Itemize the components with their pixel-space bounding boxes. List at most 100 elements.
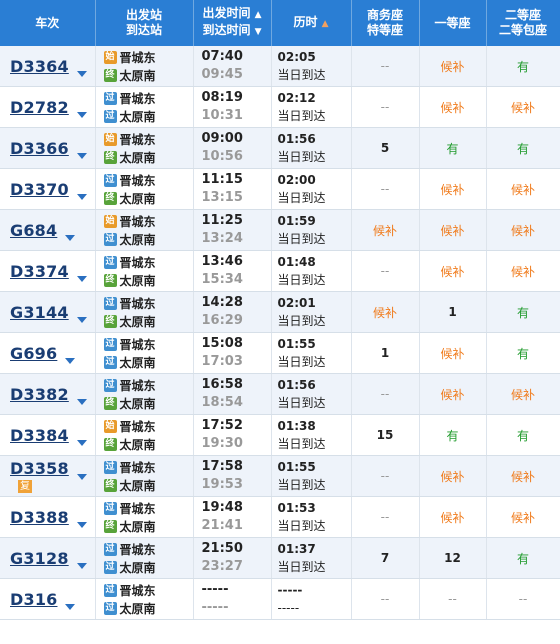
chevron-down-icon[interactable] (76, 153, 87, 159)
duration: 01:59 (277, 214, 316, 228)
chevron-down-icon[interactable] (76, 276, 87, 282)
first-class-seat[interactable]: 候补 (419, 496, 487, 538)
chevron-down-icon[interactable] (65, 235, 76, 241)
train-number-link[interactable]: G696 (10, 343, 58, 363)
chevron-down-icon[interactable] (76, 194, 87, 200)
first-class-seat: 有 (419, 414, 487, 456)
start-station-icon: 始 (103, 419, 117, 433)
table-row: D3388 过晋城东终太原南 19:48 21:41 01:53 当日到达 -- 候补 候补 (0, 496, 560, 538)
business-seat: -- (351, 455, 420, 497)
to-station: 太原南 (119, 396, 156, 411)
pass-station-icon: 过 (103, 583, 117, 597)
duration-cell: 01:55 当日到达 (271, 455, 352, 497)
first-class-seat[interactable]: 候补 (419, 209, 487, 251)
pass-station-icon: 过 (103, 460, 117, 474)
duration: 01:56 (277, 378, 316, 392)
train-number-link[interactable]: D3370 (10, 179, 69, 199)
duration: 01:55 (277, 337, 316, 351)
second-class-seat[interactable]: 候补 (486, 86, 560, 128)
chevron-down-icon[interactable] (76, 473, 87, 480)
chevron-down-icon[interactable] (65, 358, 76, 364)
second-class-seat[interactable]: 候补 (486, 373, 560, 415)
from-station: 晋城东 (119, 296, 156, 311)
chevron-down-icon[interactable] (76, 522, 87, 528)
chevron-down-icon[interactable] (76, 563, 87, 569)
time-cell: ----- ----- (193, 578, 272, 620)
first-class-seat[interactable]: 候补 (419, 46, 487, 87)
business-seat[interactable]: 候补 (351, 291, 420, 333)
train-number-link[interactable]: D3366 (10, 138, 69, 158)
arrival-day: 当日到达 (277, 560, 326, 574)
start-station-icon: 始 (103, 214, 117, 228)
header-duration-sort[interactable]: 历时 ▲ (271, 0, 352, 46)
from-station: 晋城东 (119, 214, 156, 229)
train-number-link[interactable]: G3144 (10, 302, 69, 322)
train-number-link[interactable]: D3364 (10, 56, 69, 76)
second-class-seat: 有 (486, 46, 560, 87)
business-seat: 15 (351, 414, 420, 456)
train-cell: D3364 (0, 46, 96, 87)
second-class-seat: 有 (486, 537, 560, 579)
arrival-day: 当日到达 (277, 150, 326, 164)
departure-time: 13:46 (201, 254, 243, 269)
duration-cell: 02:01 当日到达 (271, 291, 352, 333)
train-number-link[interactable]: D3382 (10, 384, 69, 404)
train-number-link[interactable]: D2782 (10, 97, 69, 117)
arrival-day: 当日到达 (277, 437, 326, 451)
chevron-down-icon[interactable] (76, 112, 87, 118)
to-station: 太原南 (119, 150, 156, 165)
chevron-down-icon[interactable] (76, 440, 87, 446)
second-class-seat[interactable]: 候补 (486, 455, 560, 497)
start-station-icon: 始 (103, 50, 117, 64)
sort-up-icon: ▲ (321, 18, 329, 29)
first-class-seat[interactable]: 候补 (419, 168, 487, 210)
header-times-sort[interactable]: 出发时间 ▲ 到达时间 ▼ (193, 0, 272, 46)
first-class-seat[interactable]: 候补 (419, 373, 487, 415)
train-cell: G3128 (0, 537, 96, 579)
time-cell: 16:58 18:54 (193, 373, 272, 415)
train-number-link[interactable]: G3128 (10, 548, 69, 568)
departure-time: 16:58 (201, 377, 243, 392)
chevron-down-icon[interactable] (76, 317, 87, 323)
table-row: D316 过晋城东过太原南 ----- ----- ----- ----- -- -- -- (0, 578, 560, 620)
second-class-seat[interactable]: 候补 (486, 209, 560, 251)
terminal-station-icon: 终 (103, 191, 117, 205)
second-class-seat: 有 (486, 414, 560, 456)
second-class-seat[interactable]: 候补 (486, 496, 560, 538)
table-row: D3374 过晋城东终太原南 13:46 15:34 01:48 当日到达 -- 候补 候补 (0, 250, 560, 292)
train-cell: D316 (0, 578, 96, 620)
station-cell: 过晋城东终太原南 (95, 291, 194, 333)
chevron-down-icon[interactable] (65, 604, 76, 610)
second-class-seat[interactable]: 候补 (486, 168, 560, 210)
business-seat: 7 (351, 537, 420, 579)
train-number-link[interactable]: D3374 (10, 261, 69, 281)
to-station: 太原南 (119, 560, 156, 575)
table-row: D3382 过晋城东终太原南 16:58 18:54 01:56 当日到达 -- 候补 候补 (0, 373, 560, 415)
station-cell: 始晋城东终太原南 (95, 127, 194, 169)
first-class-seat[interactable]: 候补 (419, 332, 487, 374)
train-number-link[interactable]: D3388 (10, 507, 69, 527)
first-class-seat[interactable]: 候补 (419, 250, 487, 292)
train-number-link[interactable]: D3384 (10, 425, 69, 445)
duration-cell: ----- ----- (271, 578, 352, 620)
second-class-seat[interactable]: 候补 (486, 250, 560, 292)
business-seat: 1 (351, 332, 420, 374)
first-class-seat[interactable]: 候补 (419, 455, 487, 497)
start-station-icon: 始 (103, 132, 117, 146)
train-number-link[interactable]: G684 (10, 220, 58, 240)
business-seat: -- (351, 46, 420, 87)
duration-cell: 02:12 当日到达 (271, 86, 352, 128)
business-seat[interactable]: 候补 (351, 209, 420, 251)
station-cell: 过晋城东过太原南 (95, 578, 194, 620)
business-seat: -- (351, 86, 420, 128)
arrival-time: 23:27 (201, 559, 243, 574)
time-cell: 13:46 15:34 (193, 250, 272, 292)
chevron-down-icon[interactable] (76, 71, 87, 77)
arrival-day: 当日到达 (277, 355, 326, 369)
pass-station-icon: 过 (103, 91, 117, 105)
train-number-link[interactable]: D3358 (10, 459, 69, 478)
first-class-seat[interactable]: 候补 (419, 86, 487, 128)
time-cell: 11:15 13:15 (193, 168, 272, 210)
train-number-link[interactable]: D316 (10, 589, 58, 609)
chevron-down-icon[interactable] (76, 399, 87, 405)
